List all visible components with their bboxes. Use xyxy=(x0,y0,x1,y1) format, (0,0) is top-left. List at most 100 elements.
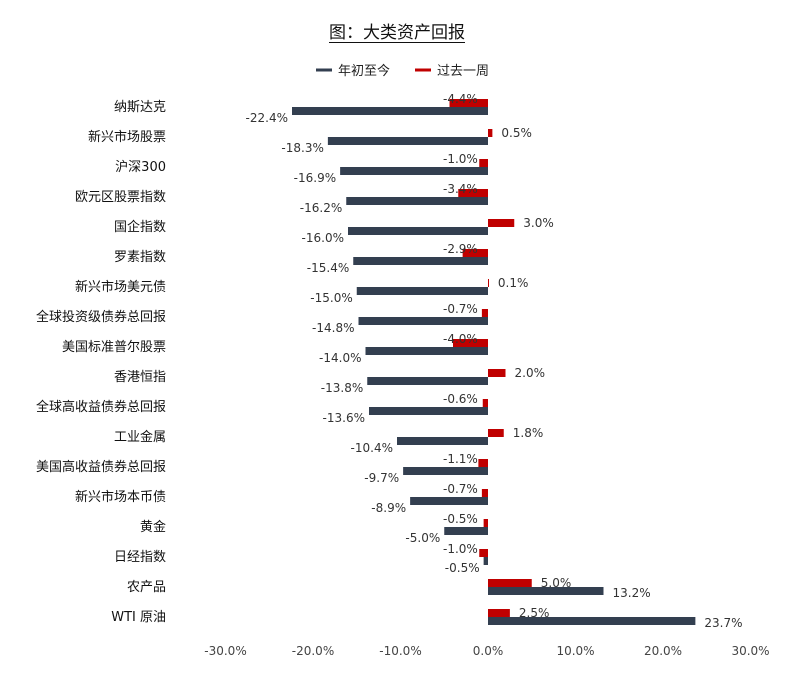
data-label-ytd: -14.8% xyxy=(312,321,354,335)
data-label-ytd: -16.2% xyxy=(300,201,342,215)
data-label-week: 0.5% xyxy=(501,126,532,140)
data-label-week: -0.7% xyxy=(443,482,478,496)
category-label: 美国高收益债券总回报 xyxy=(36,459,166,475)
data-label-week: 2.0% xyxy=(515,366,546,380)
category-label: 纳斯达克 xyxy=(114,100,166,115)
category-label: 全球高收益债券总回报 xyxy=(36,399,166,415)
category-label: 全球投资级债券总回报 xyxy=(36,309,166,325)
category-label: 新兴市场美元债 xyxy=(75,279,166,295)
bar-week xyxy=(478,459,488,467)
data-label-ytd: -16.9% xyxy=(294,171,336,185)
data-label-ytd: -22.4% xyxy=(246,111,288,125)
data-label-week: 2.5% xyxy=(519,606,550,620)
category-label: 黄金 xyxy=(140,519,166,535)
data-label-ytd: -9.7% xyxy=(364,471,399,485)
bar-week xyxy=(488,369,506,377)
bar-week xyxy=(449,99,488,107)
bar-week xyxy=(479,159,488,167)
data-label-ytd: -5.0% xyxy=(405,531,440,545)
x-tick-label: 30.0% xyxy=(731,644,769,658)
data-label-ytd: -15.4% xyxy=(307,261,349,275)
bar-ytd xyxy=(483,557,488,565)
bar-ytd xyxy=(348,227,488,235)
data-label-week: -1.0% xyxy=(443,542,478,556)
bar-ytd xyxy=(356,287,488,295)
bar-ytd xyxy=(340,167,488,175)
chart-title-wrap: 图：大类资产回报 xyxy=(0,18,794,43)
bar-week xyxy=(488,279,489,287)
data-label-week: -0.7% xyxy=(443,302,478,316)
x-tick-label: 0.0% xyxy=(473,644,504,658)
category-label: 国企指数 xyxy=(114,219,166,235)
bar-week xyxy=(483,519,488,527)
data-label-week: -0.5% xyxy=(443,512,478,526)
category-label: 罗素指数 xyxy=(114,250,166,265)
x-tick-label: 10.0% xyxy=(556,644,594,658)
data-label-ytd: -18.3% xyxy=(281,141,323,155)
data-label-ytd: -13.8% xyxy=(321,381,363,395)
data-label-week: -4.4% xyxy=(443,92,478,106)
x-tick-label: -10.0% xyxy=(379,644,421,658)
data-label-week: 0.1% xyxy=(498,276,529,290)
x-tick-label: -30.0% xyxy=(204,644,246,658)
data-label-ytd: -15.0% xyxy=(310,291,352,305)
data-label-ytd: -8.9% xyxy=(371,501,406,515)
category-label: 农产品 xyxy=(127,580,166,595)
legend-label-ytd: 年初至今 xyxy=(338,63,390,79)
bar-ytd xyxy=(367,377,488,385)
data-label-ytd: -0.5% xyxy=(445,561,480,575)
bar-week xyxy=(488,579,532,587)
data-label-ytd: -13.6% xyxy=(323,411,365,425)
bar-ytd xyxy=(346,197,488,205)
bar-ytd xyxy=(444,527,488,535)
data-label-week: -2.9% xyxy=(443,242,478,256)
category-label: WTI 原油 xyxy=(111,610,166,625)
data-label-week: -4.0% xyxy=(443,332,478,346)
category-label: 香港恒指 xyxy=(114,370,166,385)
data-label-week: 3.0% xyxy=(523,216,554,230)
bar-ytd xyxy=(397,437,488,445)
bar-week xyxy=(488,609,510,617)
bar-week xyxy=(462,249,488,257)
bar-week xyxy=(481,309,488,317)
data-label-ytd: -10.4% xyxy=(351,441,393,455)
data-label-week: 5.0% xyxy=(541,576,572,590)
bar-ytd xyxy=(327,137,488,145)
bar-week xyxy=(488,129,493,137)
bar-ytd xyxy=(353,257,488,265)
x-tick-label: -20.0% xyxy=(292,644,334,658)
bar-week xyxy=(488,219,515,227)
bar-ytd xyxy=(488,617,696,625)
bar-ytd xyxy=(488,587,604,595)
bar-week xyxy=(453,339,488,347)
chart-title: 图：大类资产回报 xyxy=(329,23,465,43)
data-label-week: -3.4% xyxy=(443,182,478,196)
x-tick-label: 20.0% xyxy=(644,644,682,658)
data-label-ytd: 23.7% xyxy=(704,616,742,630)
data-label-week: -0.6% xyxy=(443,392,478,406)
data-label-ytd: 13.2% xyxy=(613,586,651,600)
bar-week xyxy=(482,399,488,407)
category-label: 沪深300 xyxy=(115,159,166,175)
data-label-week: 1.8% xyxy=(513,426,544,440)
bar-week xyxy=(488,429,504,437)
bar-week xyxy=(479,549,488,557)
bar-ytd xyxy=(358,317,488,325)
bar-week xyxy=(458,189,488,197)
data-label-week: -1.0% xyxy=(443,152,478,166)
bar-ytd xyxy=(410,497,488,505)
category-label: 工业金属 xyxy=(114,429,166,445)
legend-label-week: 过去一周 xyxy=(437,64,489,79)
category-label: 美国标准普尔股票 xyxy=(62,340,166,355)
data-label-week: -1.1% xyxy=(443,452,478,466)
category-label: 日经指数 xyxy=(114,550,166,565)
bar-ytd xyxy=(365,347,488,355)
category-label: 新兴市场本币债 xyxy=(75,489,166,505)
category-label: 新兴市场股票 xyxy=(88,129,166,145)
category-label: 欧元区股票指数 xyxy=(75,190,166,205)
data-label-ytd: -14.0% xyxy=(319,351,361,365)
bar-week xyxy=(481,489,488,497)
bar-ytd xyxy=(369,407,488,415)
bar-ytd xyxy=(403,467,488,475)
